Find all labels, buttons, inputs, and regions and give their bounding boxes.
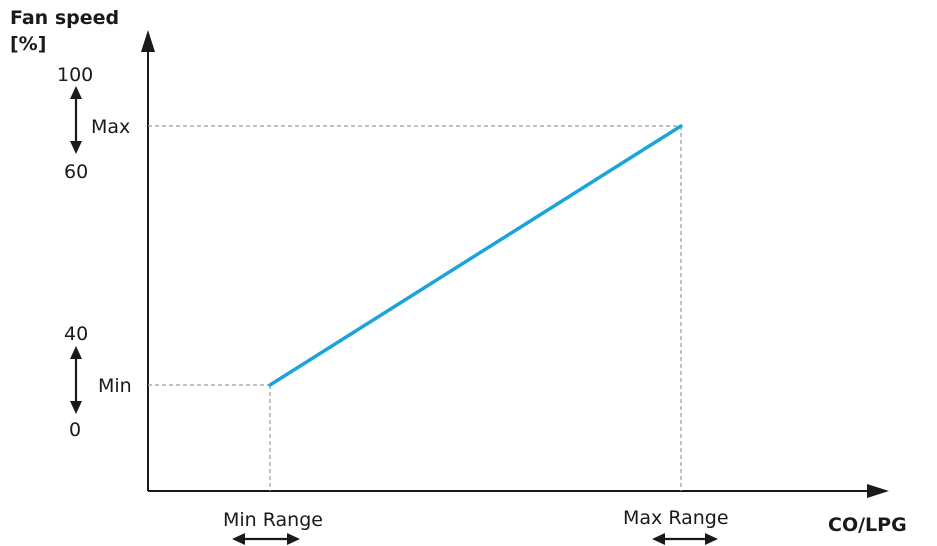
max-adjust-arrow-icon <box>70 86 82 154</box>
min-upper-limit-label: 40 <box>64 323 88 345</box>
max-lower-limit-label: 60 <box>64 161 88 183</box>
x-axis-arrowhead <box>867 484 889 498</box>
min-range-arrow-icon <box>232 533 300 545</box>
fan-speed-line <box>268 124 683 387</box>
max-upper-limit-label: 100 <box>57 64 93 86</box>
y-axis-title-line2: [%] <box>10 33 46 55</box>
max-label: Max <box>91 116 130 138</box>
max-range-label: Max Range <box>623 507 729 529</box>
min-label: Min <box>98 375 132 397</box>
min-lower-limit-label: 0 <box>69 419 81 441</box>
x-axis-title: CO/LPG <box>828 514 907 536</box>
y-axis-title-line1: Fan speed <box>10 7 119 29</box>
max-range-arrow-icon <box>652 533 718 545</box>
y-axis-arrowhead <box>141 30 155 52</box>
min-range-label: Min Range <box>223 509 323 531</box>
min-adjust-arrow-icon <box>70 346 82 414</box>
